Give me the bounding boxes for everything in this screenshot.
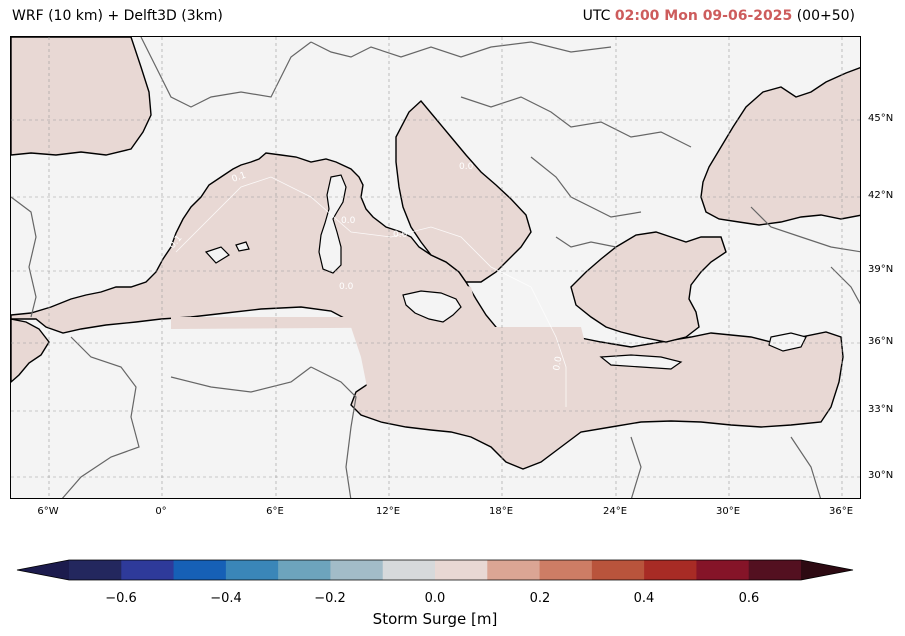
cyprus bbox=[768, 332, 807, 352]
lat-label: 33°N bbox=[868, 404, 894, 415]
colorbar-outline bbox=[16, 559, 854, 581]
valid-time: 02:00 Mon 09-06-2025 bbox=[614, 8, 793, 24]
colorbar-bin bbox=[696, 560, 750, 580]
surge-contour-line bbox=[175, 176, 567, 407]
colorbar-extend-low bbox=[17, 560, 69, 580]
lon-label: 0° bbox=[155, 506, 167, 517]
colorbar-label: Storm Surge [m] bbox=[372, 610, 498, 628]
lat-label: 45°N bbox=[868, 113, 894, 124]
country-borders bbox=[11, 37, 860, 498]
lat-label: 42°N bbox=[868, 190, 894, 201]
atlantic-corner bbox=[11, 318, 50, 383]
colorbar-bin bbox=[382, 560, 436, 580]
central-mediterranean bbox=[351, 327, 591, 457]
colorbar-bin bbox=[748, 560, 802, 580]
model-title: WRF (10 km) + Delft3D (3km) bbox=[12, 8, 223, 24]
colorbar-bin bbox=[121, 560, 175, 580]
colorbar-bin bbox=[173, 560, 227, 580]
colorbar-bin bbox=[644, 560, 697, 580]
lon-label: 18°E bbox=[488, 506, 514, 517]
contour-label: 0.0 bbox=[459, 162, 474, 172]
colorbar-bin bbox=[69, 560, 122, 580]
contour-label: 0.0 bbox=[552, 355, 564, 371]
adriatic-sea bbox=[395, 99, 532, 283]
colorbar-tick: 0.2 bbox=[529, 591, 551, 606]
black-sea bbox=[700, 67, 860, 226]
valid-time-title: UTC 02:00 Mon 09-06-2025 (00+50) bbox=[583, 8, 855, 24]
colorbar-tick: 0.6 bbox=[738, 591, 760, 606]
colorbar-tick: −0.2 bbox=[314, 591, 346, 606]
lon-label: 30°E bbox=[715, 506, 741, 517]
colorbar-tick: 0.0 bbox=[424, 591, 446, 606]
lon-label: 12°E bbox=[375, 506, 401, 517]
mediterranean-sea bbox=[11, 152, 497, 338]
colorbar-tick: −0.4 bbox=[210, 591, 242, 606]
colorbar-bin bbox=[278, 560, 331, 580]
colorbar-bin bbox=[225, 560, 279, 580]
colorbar bbox=[16, 559, 854, 581]
colorbar-bin bbox=[591, 560, 645, 580]
balearic-islands bbox=[204, 241, 250, 264]
lat-label: 30°N bbox=[868, 470, 894, 481]
map-canvas: 0.1 0.0 0.0 0.1 0.0 0.0 0.0 bbox=[11, 37, 860, 498]
storm-surge-map: 0.1 0.0 0.0 0.1 0.0 0.0 0.0 bbox=[10, 36, 861, 499]
graticule bbox=[11, 37, 860, 498]
colorbar-bin bbox=[539, 560, 593, 580]
contour-label: 0.0 bbox=[339, 282, 354, 292]
lead-time: (00+50) bbox=[796, 8, 855, 24]
lon-label: 24°E bbox=[602, 506, 628, 517]
colorbar-extend-high bbox=[801, 560, 853, 580]
colorbar-bin bbox=[435, 560, 488, 580]
colorbar-bin bbox=[330, 560, 384, 580]
contour-label: 0.1 bbox=[231, 171, 248, 185]
lon-label: 36°E bbox=[828, 506, 854, 517]
utc-prefix: UTC bbox=[582, 8, 611, 24]
bay-of-biscay bbox=[11, 37, 152, 156]
sicily bbox=[402, 290, 462, 323]
lat-label: 39°N bbox=[868, 264, 894, 275]
contour-label: 0.0 bbox=[393, 230, 408, 240]
contour-label: 0.0 bbox=[341, 216, 356, 226]
colorbar-tick: 0.4 bbox=[633, 591, 655, 606]
colorbar-tick: −0.6 bbox=[105, 591, 137, 606]
lon-label: 6°E bbox=[266, 506, 284, 517]
crete bbox=[599, 354, 683, 370]
colorbar-bin bbox=[487, 560, 541, 580]
lon-label: 6°W bbox=[37, 506, 59, 517]
lat-label: 36°N bbox=[868, 336, 894, 347]
aegean-sea bbox=[570, 231, 727, 343]
